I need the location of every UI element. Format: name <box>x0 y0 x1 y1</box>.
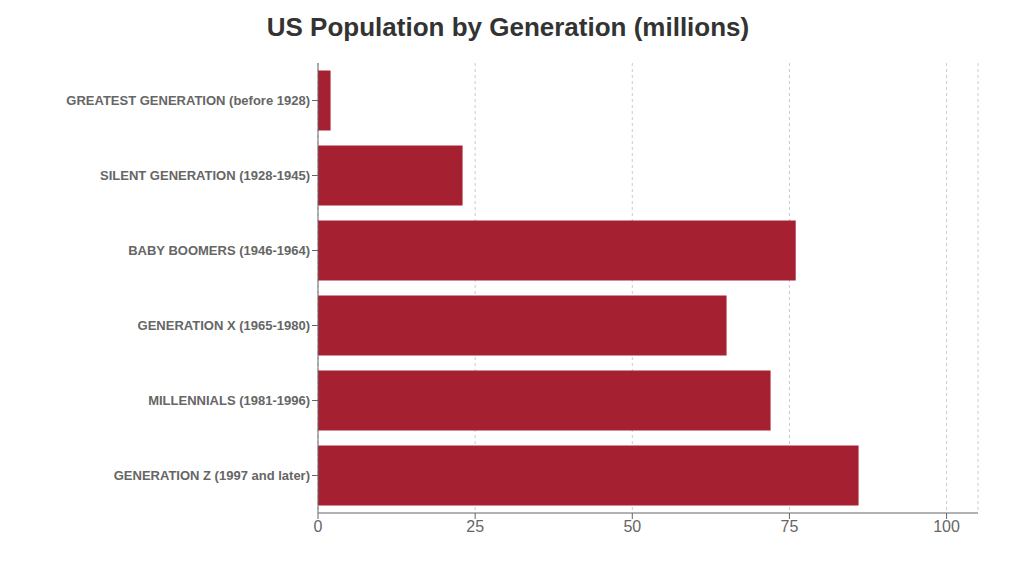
svg-text:50: 50 <box>623 518 641 535</box>
svg-text:0: 0 <box>314 518 323 535</box>
svg-text:GENERATION X (1965-1980): GENERATION X (1965-1980) <box>138 318 310 333</box>
svg-text:100: 100 <box>933 518 960 535</box>
svg-text:75: 75 <box>781 518 799 535</box>
svg-text:25: 25 <box>466 518 484 535</box>
svg-text:SILENT GENERATION (1928-1945): SILENT GENERATION (1928-1945) <box>100 168 310 183</box>
svg-text:GENERATION Z (1997 and later): GENERATION Z (1997 and later) <box>114 468 310 483</box>
html-text:US Population by Generation (m: US Population by Generation (millions) <box>266 12 750 42</box>
svg-text:MILLENNIALS (1981-1996): MILLENNIALS (1981-1996) <box>148 393 310 408</box>
svg-text:BABY BOOMERS (1946-1964): BABY BOOMERS (1946-1964) <box>128 243 310 258</box>
svg-text:GREATEST GENERATION (before 19: GREATEST GENERATION (before 1928) <box>66 93 310 108</box>
